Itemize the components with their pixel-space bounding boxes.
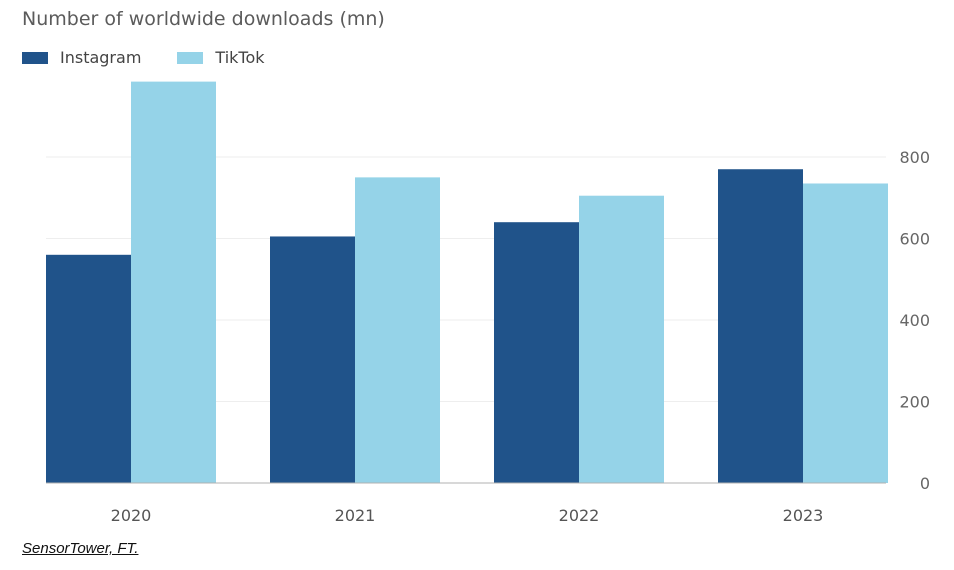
legend-item-tiktok: TikTok: [177, 48, 265, 67]
y-tick-label-800: 800: [899, 148, 930, 167]
bar-tiktok-2022: [579, 195, 664, 483]
legend-label-instagram: Instagram: [60, 48, 142, 67]
y-tick-label-0: 0: [920, 474, 930, 493]
bar-instagram-2021: [270, 236, 355, 483]
bar-instagram-2020: [46, 254, 131, 483]
x-tick-label-2022: 2022: [559, 506, 600, 525]
bar-instagram-2023: [718, 169, 803, 483]
y-tick-label-200: 200: [899, 393, 930, 412]
x-tick-label-2021: 2021: [335, 506, 376, 525]
bar-tiktok-2023: [803, 183, 888, 484]
legend-item-instagram: Instagram: [22, 48, 141, 67]
x-tick-label-2023: 2023: [783, 506, 824, 525]
source-link[interactable]: SensorTower, FT.: [22, 540, 139, 557]
bar-instagram-2022: [494, 222, 579, 483]
y-tick-label-600: 600: [899, 230, 930, 249]
bar-tiktok-2021: [355, 177, 440, 483]
legend-swatch-instagram: [22, 51, 48, 64]
legend-label-tiktok: TikTok: [215, 48, 265, 67]
legend-swatch-tiktok: [177, 51, 204, 64]
legend: Instagram TikTok: [22, 48, 301, 67]
bar-tiktok-2020: [131, 81, 216, 484]
x-tick-label-2020: 2020: [111, 506, 152, 525]
chart-title: Number of worldwide downloads (mn): [22, 8, 385, 30]
y-tick-label-400: 400: [899, 311, 930, 330]
